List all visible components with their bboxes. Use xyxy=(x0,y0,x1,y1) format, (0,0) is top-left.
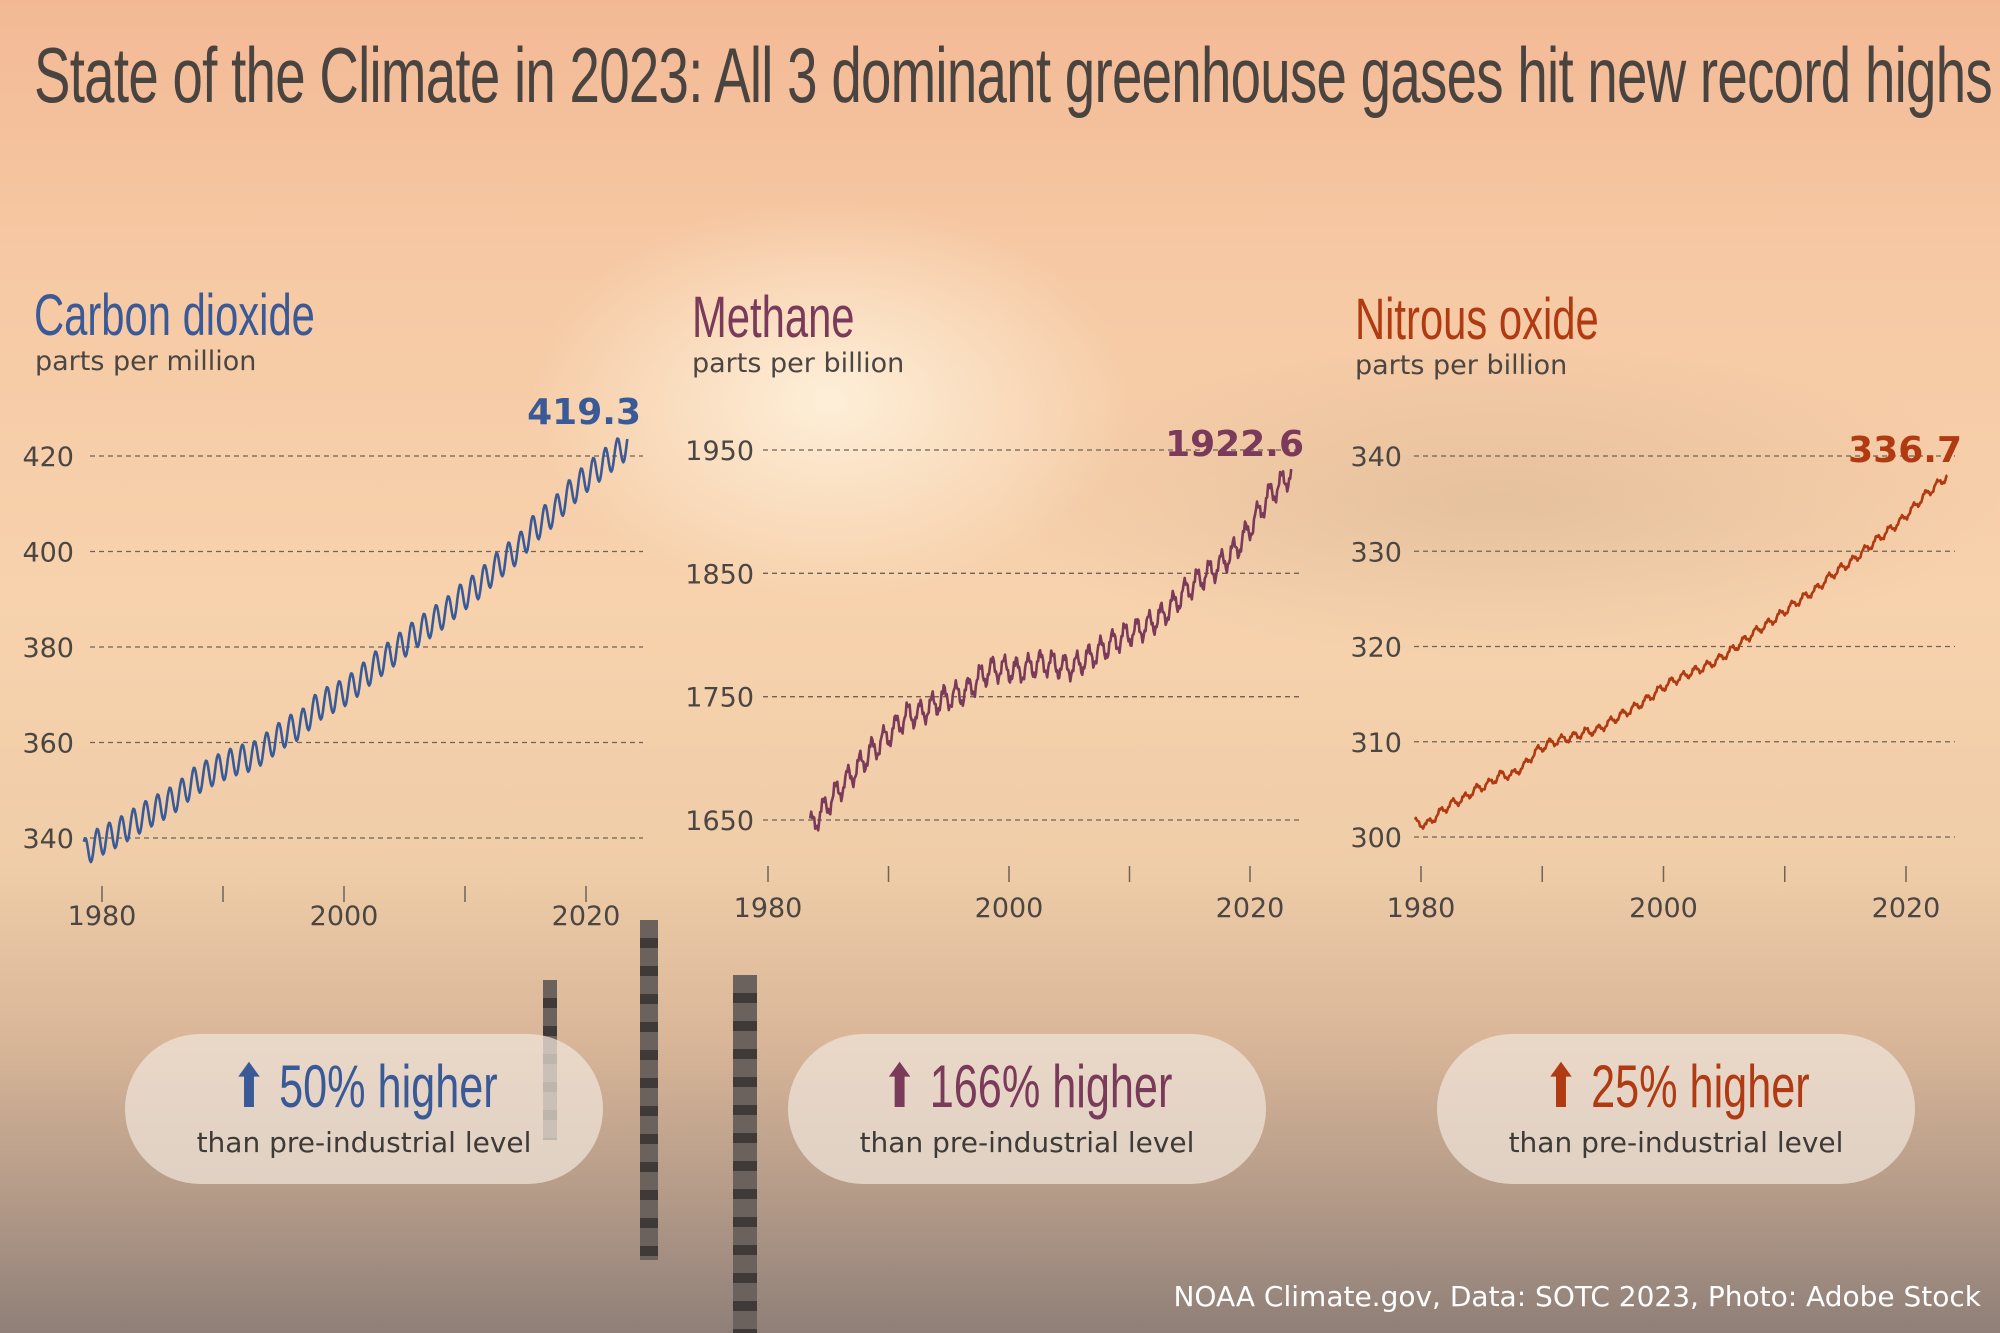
y-tick-label: 1750 xyxy=(685,683,754,714)
y-tick-label: 360 xyxy=(22,729,74,760)
x-tick-label: 1980 xyxy=(734,893,803,924)
co2-badge: ⬆ 50% higher than pre-industrial level xyxy=(125,1034,603,1184)
n2o-badge: ⬆ 25% higher than pre-industrial level xyxy=(1437,1034,1915,1184)
y-tick-label: 300 xyxy=(1350,823,1402,854)
y-tick-label: 310 xyxy=(1350,728,1402,759)
co2-badge-text: than pre-industrial level xyxy=(196,1126,532,1159)
x-tick-label: 2000 xyxy=(975,893,1044,924)
y-tick-label: 420 xyxy=(22,442,74,473)
smokestack-image xyxy=(733,975,757,1333)
n2o-increase: 25% higher xyxy=(1590,1053,1810,1120)
y-tick-label: 1950 xyxy=(685,436,754,467)
x-tick-label: 2020 xyxy=(1216,893,1285,924)
smokestack-image xyxy=(640,920,658,1260)
ch4-latest-value: 1922.6 xyxy=(1165,424,1304,465)
ch4-series-line xyxy=(808,468,1293,832)
x-tick-label: 2000 xyxy=(1629,893,1698,924)
x-tick-label: 2020 xyxy=(552,901,621,932)
co2-latest-value: 419.3 xyxy=(527,392,641,433)
co2-unit: parts per million xyxy=(35,346,257,377)
y-tick-label: 1850 xyxy=(685,559,754,590)
co2-increase: 50% higher xyxy=(278,1053,498,1120)
y-tick-label: 1650 xyxy=(685,806,754,837)
ch4-increase: 166% higher xyxy=(929,1053,1173,1120)
up-arrow-icon: ⬆ xyxy=(1542,1053,1579,1120)
n2o-title: Nitrous oxide xyxy=(1355,287,1599,352)
x-tick-label: 1980 xyxy=(68,901,137,932)
y-tick-label: 400 xyxy=(22,538,74,569)
co2-series-line xyxy=(82,437,629,864)
y-tick-label: 320 xyxy=(1350,633,1402,664)
n2o-series-line xyxy=(1413,474,1948,830)
up-arrow-icon: ⬆ xyxy=(230,1053,267,1120)
y-tick-label: 380 xyxy=(22,633,74,664)
up-arrow-icon: ⬆ xyxy=(881,1053,918,1120)
y-tick-label: 340 xyxy=(1350,442,1402,473)
x-tick-label: 2000 xyxy=(310,901,379,932)
co2-title: Carbon dioxide xyxy=(34,283,315,348)
ch4-title: Methane xyxy=(692,285,855,350)
credit-text: NOAA Climate.gov, Data: SOTC 2023, Photo… xyxy=(1173,1280,1981,1313)
y-tick-label: 340 xyxy=(22,824,74,855)
n2o-badge-text: than pre-industrial level xyxy=(1508,1126,1844,1159)
ch4-badge-text: than pre-industrial level xyxy=(859,1126,1195,1159)
n2o-latest-value: 336.7 xyxy=(1848,430,1962,471)
y-tick-label: 330 xyxy=(1350,537,1402,568)
ch4-badge: ⬆ 166% higher than pre-industrial level xyxy=(788,1034,1266,1184)
page-title: State of the Climate in 2023: All 3 domi… xyxy=(34,31,1993,119)
x-tick-label: 2020 xyxy=(1872,893,1941,924)
x-tick-label: 1980 xyxy=(1387,893,1456,924)
ch4-unit: parts per billion xyxy=(692,348,905,379)
n2o-unit: parts per billion xyxy=(1355,350,1568,381)
